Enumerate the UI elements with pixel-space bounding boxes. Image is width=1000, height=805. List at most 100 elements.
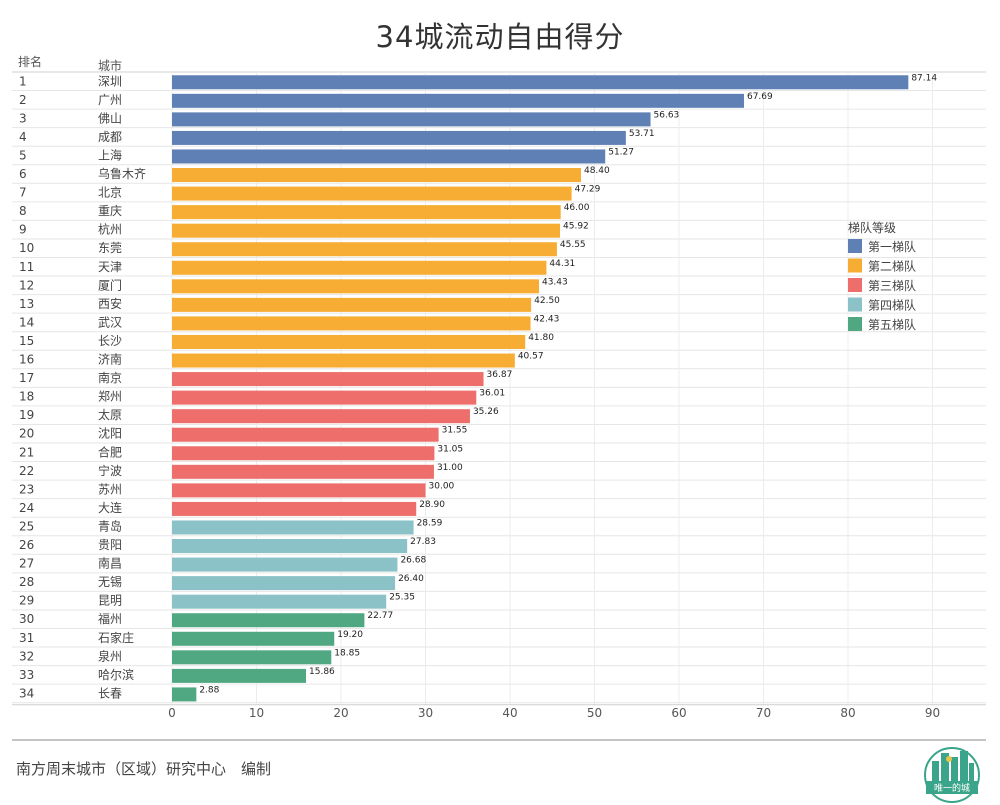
x-tick-label: 90 [925, 706, 940, 720]
city-label: 佛山 [98, 111, 122, 125]
value-label: 46.00 [564, 203, 590, 213]
rank-label: 26 [19, 538, 34, 552]
value-label: 2.88 [199, 685, 219, 695]
value-label: 42.50 [534, 296, 560, 306]
logo-text: 唯一的城 [934, 782, 970, 794]
rank-label: 1 [19, 74, 27, 88]
value-label: 31.00 [437, 463, 463, 473]
city-label: 天津 [98, 260, 122, 274]
rank-label: 13 [19, 297, 34, 311]
value-label: 44.31 [549, 259, 575, 269]
city-label: 沈阳 [98, 426, 122, 441]
legend-swatch [848, 297, 862, 312]
city-label: 重庆 [98, 204, 122, 218]
bar [172, 334, 526, 349]
bar [172, 223, 561, 238]
legend-title: 梯队等级 [848, 220, 896, 235]
legend-swatch [848, 278, 862, 292]
city-label: 成都 [98, 130, 122, 144]
legend-label: 第四梯队 [868, 298, 916, 313]
city-label: 合肥 [98, 444, 122, 459]
value-label: 47.29 [575, 185, 601, 195]
x-tick-label: 60 [671, 706, 686, 720]
rank-label: 8 [19, 204, 27, 218]
city-label: 泉州 [98, 649, 122, 663]
legend-label: 第二梯队 [868, 259, 916, 274]
rank-label: 12 [19, 278, 34, 292]
city-label: 无锡 [98, 574, 122, 589]
bar [172, 168, 581, 183]
bar [172, 557, 398, 572]
rank-label: 2 [19, 93, 27, 107]
city-label: 深圳 [98, 74, 122, 88]
value-label: 51.27 [608, 147, 634, 157]
value-label: 25.35 [389, 593, 415, 603]
city-label: 石家庄 [98, 630, 134, 645]
bar [172, 260, 547, 275]
bar [172, 501, 417, 516]
city-label: 上海 [98, 147, 122, 162]
city-label: 贵阳 [98, 538, 122, 552]
bar [172, 427, 439, 442]
value-label: 18.85 [334, 648, 360, 658]
bar [172, 631, 335, 646]
rank-label: 33 [19, 668, 34, 682]
rank-label: 18 [19, 390, 34, 404]
city-label: 西安 [98, 296, 122, 311]
rank-label: 31 [19, 631, 34, 645]
bar [172, 483, 426, 498]
value-label: 45.55 [560, 240, 586, 250]
value-label: 15.86 [309, 667, 335, 677]
rank-header: 排名 [18, 54, 42, 69]
city-label: 武汉 [98, 315, 122, 329]
value-label: 26.40 [398, 574, 424, 584]
bar [172, 149, 606, 164]
rank-label: 19 [19, 408, 34, 422]
value-label: 22.77 [367, 611, 393, 621]
legend-label: 第三梯队 [868, 278, 916, 293]
bar [172, 297, 532, 312]
city-label: 青岛 [98, 518, 122, 533]
value-label: 67.69 [747, 92, 773, 102]
value-label: 41.80 [528, 333, 554, 343]
value-label: 31.05 [437, 444, 463, 454]
rank-label: 28 [19, 575, 34, 589]
bar [172, 205, 561, 220]
rank-label: 20 [19, 427, 34, 441]
bar [172, 316, 531, 331]
bar [172, 130, 626, 145]
bar [172, 186, 572, 201]
x-tick-label: 50 [587, 706, 602, 720]
city-label: 东莞 [98, 241, 122, 255]
bar [172, 668, 307, 683]
value-label: 43.43 [542, 277, 568, 287]
bar [172, 242, 557, 257]
value-label: 45.92 [563, 222, 589, 232]
legend-label: 第五梯队 [868, 317, 916, 332]
x-tick-label: 0 [168, 706, 176, 720]
bar [172, 650, 332, 665]
city-header: 城市 [98, 58, 122, 73]
bar [172, 464, 434, 479]
bar [172, 594, 387, 609]
rank-label: 21 [19, 445, 34, 459]
legend-swatch [848, 317, 862, 331]
bar [172, 112, 651, 127]
bar [172, 390, 477, 405]
bar [172, 409, 470, 424]
rank-label: 4 [19, 130, 27, 144]
rank-label: 6 [19, 167, 27, 181]
value-label: 40.57 [518, 352, 544, 362]
city-label: 长沙 [98, 334, 122, 348]
value-label: 42.43 [534, 314, 560, 324]
rank-label: 22 [19, 464, 34, 478]
bar [172, 279, 539, 294]
value-label: 27.83 [410, 537, 436, 547]
rank-label: 11 [19, 260, 34, 274]
x-tick-label: 20 [333, 706, 348, 720]
value-label: 28.90 [419, 500, 445, 510]
city-label: 南昌 [98, 556, 122, 571]
logo-icon: 唯一的城 [924, 747, 980, 803]
rank-label: 24 [19, 501, 34, 515]
